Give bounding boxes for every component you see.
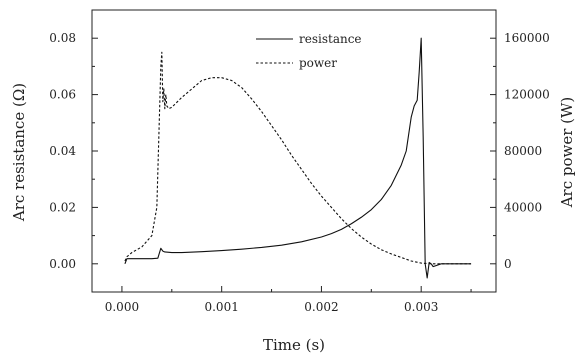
x-axis-ticks: 0.000 0.001 0.002 0.003 [105,286,471,314]
legend-label-power: power [299,56,337,70]
right-tick-label: 0 [504,257,512,271]
x-tick-label: 0.000 [105,300,139,314]
right-y-axis-ticks: 0 40000 80000 120000 160000 [490,10,550,292]
left-tick-label: 0.04 [49,144,76,158]
series-line-power [125,52,471,263]
left-tick-label: 0.06 [49,88,76,102]
left-y-axis-ticks: 0.00 0.02 0.04 0.06 0.08 [49,10,98,292]
left-tick-label: 0.02 [49,200,76,214]
x-tick-label: 0.002 [304,300,338,314]
left-tick-label: 0.08 [49,31,76,45]
x-axis-title: Time (s) [263,336,325,354]
right-tick-label: 120000 [504,88,550,102]
x-tick-label: 0.001 [204,300,238,314]
right-tick-label: 160000 [504,31,550,45]
series-line-resistance [125,38,471,278]
left-tick-label: 0.00 [49,257,76,271]
right-tick-label: 80000 [504,144,542,158]
legend: resistance power [256,32,362,70]
left-y-axis-title: Arc resistance (Ω) [10,83,28,222]
right-y-axis-title: Arc power (W) [558,97,576,209]
legend-label-resistance: resistance [299,32,362,46]
series-layer [125,38,471,278]
right-tick-label: 40000 [504,200,542,214]
plot-area-frame [92,10,496,292]
x-tick-label: 0.003 [404,300,438,314]
